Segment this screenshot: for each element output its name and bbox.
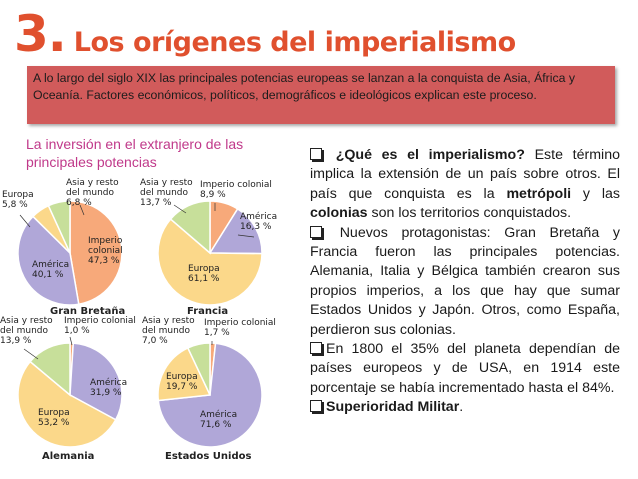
chart-caption-gran-bretana: Gran Bretaña xyxy=(50,306,125,317)
text-segment: y las xyxy=(571,185,620,202)
pie-slice-francia-america xyxy=(208,207,263,255)
charts-heading: La inversión en el extranjero de las pri… xyxy=(26,136,244,170)
leader-line-gran-bretana-europa xyxy=(19,214,31,228)
paragraph-1800-1914: En 1800 el 35% del planeta dependían de … xyxy=(310,340,620,398)
term-superioridad-militar: Superioridad Militar xyxy=(326,399,460,416)
slice-label-francia-america: América 16,3 % xyxy=(240,211,277,232)
pie-slice-alemania-europa xyxy=(17,360,117,448)
chart-caption-alemania: Alemania xyxy=(42,451,94,462)
leader-line-alemania-asia-y-resto-del-mundo xyxy=(23,348,39,360)
chart-caption-estados-unidos: Estados Unidos xyxy=(165,451,251,462)
pie-slice-francia-europa xyxy=(157,218,263,306)
slice-label-alemania-america: América 31,9 % xyxy=(90,377,127,398)
slice-label-francia-imperio-colonial: Imperio colonial 8,9 % xyxy=(200,180,272,200)
pie-slice-estados-unidos-europa xyxy=(157,346,212,402)
paragraph-what-is: ¿Qué es el imperialismo? Este término im… xyxy=(310,146,620,224)
pie-charts: Imperio colonial 47,3 % América 40,1 % Europa… xyxy=(0,175,290,475)
leader-line-gran-bretana-imperio-colonial xyxy=(79,204,85,216)
slice-label-estados-unidos-asia-y-resto-del-mundo: Asia y resto del mundo 7,0 % xyxy=(142,316,195,346)
checkbox-bullet-icon xyxy=(310,400,322,413)
slice-label-estados-unidos-imperio-colonial: Imperio colonial 1,7 % xyxy=(204,318,276,338)
chart-caption-francia: Francia xyxy=(187,306,228,317)
pie-slice-gran-bretana-imperio-colonial xyxy=(69,200,123,306)
pie-slice-estados-unidos-asia-y-resto-del-mundo xyxy=(186,342,211,396)
slice-label-gran-bretana-asia-y-resto-del-mundo: Asia y resto del mundo 6,8 % xyxy=(66,178,119,208)
slice-label-alemania-asia-y-resto-del-mundo: Asia y resto del mundo 13,9 % xyxy=(0,316,53,346)
slice-label-estados-unidos-europa: Europa 19,7 % xyxy=(166,372,198,392)
checkbox-bullet-icon xyxy=(310,148,322,160)
slice-label-gran-bretana-europa: Europa 5,8 % xyxy=(2,190,34,210)
slice-label-gran-bretana-america: América 40,1 % xyxy=(32,259,69,280)
slice-label-alemania-europa: Europa 53,2 % xyxy=(38,408,70,428)
text-segment: . xyxy=(459,399,464,416)
paragraph-military: Superioridad Militar. xyxy=(310,398,620,417)
text-segment: son los territorios conquistados. xyxy=(367,205,572,222)
text-segment: Este término implica la extensión de un … xyxy=(310,147,620,202)
pie-slice-francia-asia-y-resto-del-mundo xyxy=(169,200,211,255)
pie-slice-alemania-america xyxy=(69,342,123,421)
term-metropoli: metrópoli xyxy=(506,185,572,202)
slice-label-estados-unidos-america: América 71,6 % xyxy=(200,409,237,430)
slice-label-gran-bretana-imperio-colonial: Imperio colonial 47,3 % xyxy=(88,236,123,266)
pie-slice-gran-bretana-america xyxy=(17,215,80,306)
leader-line-alemania-imperio-colonial xyxy=(69,336,73,346)
term-colonias: colonias xyxy=(310,205,368,222)
pie-slice-gran-bretana-asia-y-resto-del-mundo xyxy=(47,200,71,254)
pie-charts-svg: Imperio colonial 47,3 % América 40,1 % Europa… xyxy=(0,178,277,462)
title-number: 3. xyxy=(14,5,67,63)
slice-label-francia-asia-y-resto-del-mundo: Asia y resto del mundo 13,7 % xyxy=(140,178,193,208)
text-segment: En 1800 el 35% del planeta dependían de … xyxy=(310,341,620,396)
body-text: ¿Qué es el imperialismo? Este término im… xyxy=(310,146,620,418)
slice-label-francia-europa: Europa 61,1 % xyxy=(188,264,220,284)
text-segment: Nuevos protagonistas: Gran Bretaña y Fra… xyxy=(310,224,620,338)
leader-line-francia-asia-y-resto-del-mundo xyxy=(173,204,187,214)
intro-box: A lo largo del siglo XIX las principales… xyxy=(27,66,615,124)
pie-slice-alemania-asia-y-resto-del-mundo xyxy=(29,342,71,397)
leader-line-francia-america xyxy=(237,234,255,238)
paragraph-protagonists: Nuevos protagonistas: Gran Bretaña y Fra… xyxy=(310,224,620,340)
checkbox-bullet-icon xyxy=(310,225,322,238)
question-text: ¿Qué es el imperialismo? xyxy=(335,147,525,163)
slice-label-alemania-imperio-colonial: Imperio colonial 1,0 % xyxy=(64,316,136,336)
page-title: 3. Los orígenes del imperialismo europeo… xyxy=(14,5,638,89)
checkbox-bullet-icon xyxy=(310,342,322,355)
